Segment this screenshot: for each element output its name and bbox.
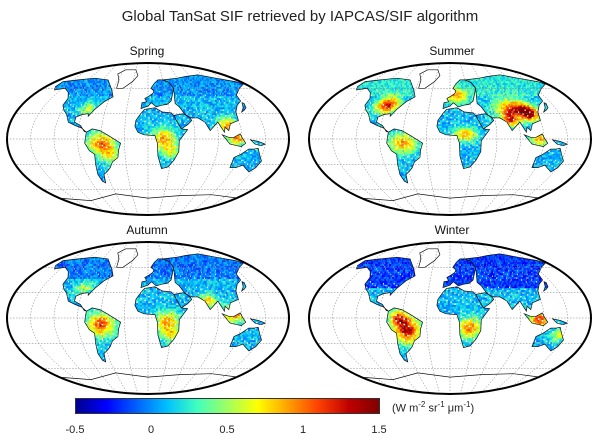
map-autumn bbox=[6, 241, 290, 395]
colorbar-units: (W m-2 sr-1 μm-1) bbox=[392, 400, 474, 415]
colorbar-tick-label: 0.5 bbox=[207, 424, 247, 436]
graticule bbox=[309, 63, 591, 215]
coastlines bbox=[54, 248, 267, 394]
panel-title-winter: Winter bbox=[392, 223, 512, 237]
map-border bbox=[6, 62, 290, 216]
colorbar-tick-label: -0.5 bbox=[55, 424, 95, 436]
colorbar-tick-label: 1 bbox=[283, 424, 323, 436]
map-winter bbox=[308, 241, 592, 395]
coastlines bbox=[356, 69, 569, 215]
graticule bbox=[309, 242, 591, 394]
colorbar-tick-label: 0 bbox=[131, 424, 171, 436]
coastlines bbox=[356, 248, 569, 394]
graticule bbox=[7, 242, 289, 394]
map-spring bbox=[6, 62, 290, 216]
panel-title-spring: Spring bbox=[87, 44, 207, 58]
map-summer bbox=[308, 62, 592, 216]
figure-title: Global TanSat SIF retrieved by IAPCAS/SI… bbox=[0, 8, 600, 25]
map-border bbox=[308, 62, 592, 216]
coastlines bbox=[54, 69, 267, 215]
colorbar-tick-label: 1.5 bbox=[359, 424, 399, 436]
map-border bbox=[308, 241, 592, 395]
colorbar bbox=[75, 398, 385, 416]
panel-title-autumn: Autumn bbox=[87, 223, 207, 237]
map-border bbox=[6, 241, 290, 395]
graticule bbox=[7, 63, 289, 215]
colorbar-gradient bbox=[75, 398, 380, 414]
panel-title-summer: Summer bbox=[392, 44, 512, 58]
